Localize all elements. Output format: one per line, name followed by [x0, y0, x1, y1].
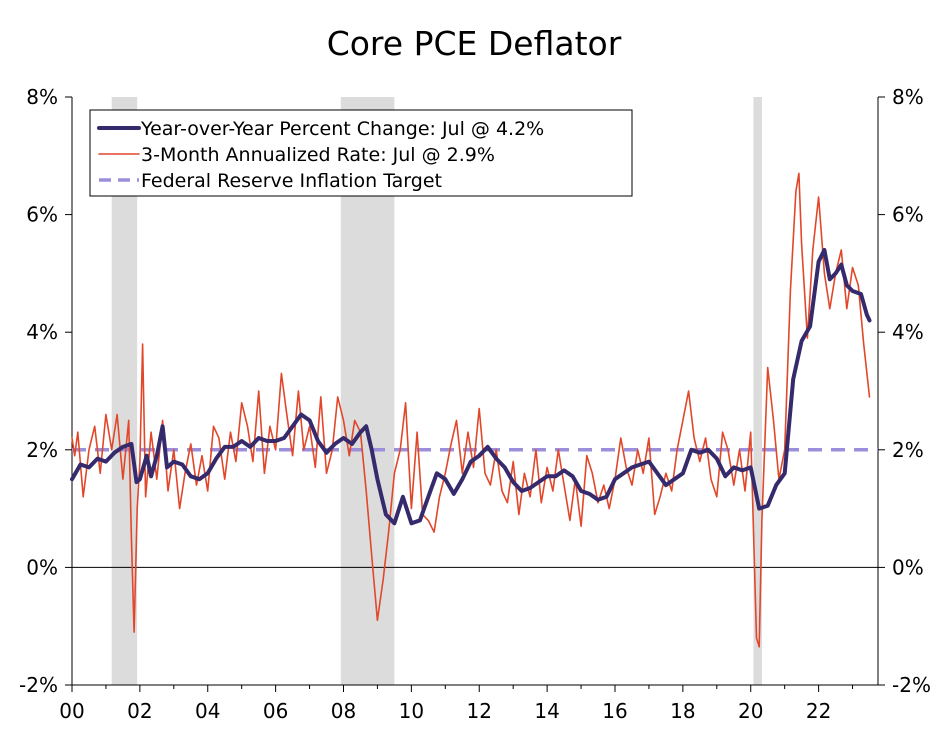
y-tick-label-right: 6% — [892, 203, 924, 227]
x-tick-label: 02 — [127, 699, 152, 723]
x-tick-label: 06 — [263, 699, 288, 723]
x-tick-label: 04 — [195, 699, 220, 723]
series-line-0 — [70, 247, 872, 526]
y-tick-label-left: -2% — [19, 673, 58, 697]
x-tick-label: 20 — [738, 699, 763, 723]
y-tick-label-left: 8% — [26, 85, 58, 109]
x-tick-label: 14 — [534, 699, 559, 723]
x-tick-label: 10 — [399, 699, 424, 723]
series-lines — [70, 172, 878, 648]
x-tick-label: 00 — [59, 699, 84, 723]
y-tick-label-left: 0% — [26, 555, 58, 579]
legend-label-0: Year-over-Year Percent Change: Jul @ 4.2… — [140, 118, 544, 140]
x-tick-label: 08 — [331, 699, 356, 723]
y-tick-label-right: 4% — [892, 320, 924, 344]
legend: Year-over-Year Percent Change: Jul @ 4.2… — [89, 109, 633, 197]
y-tick-label-right: -2% — [892, 673, 931, 697]
x-tick-label: 18 — [670, 699, 695, 723]
y-tick-label-left: 6% — [26, 203, 58, 227]
x-tick-label: 22 — [806, 699, 831, 723]
axes: -2% -2% 0% 0% 2% 2% 4% 4% 6% 6% 8% 8% 00 02 04 06 08 10 12… — [19, 85, 931, 723]
legend-box — [89, 109, 633, 197]
x-tick-label: 12 — [467, 699, 492, 723]
chart-title: Core PCE Deflator — [327, 24, 622, 63]
y-tick-label-right: 8% — [892, 85, 924, 109]
x-tick-label: 16 — [602, 699, 627, 723]
legend-label-1: 3-Month Annualized Rate: Jul @ 2.9% — [141, 144, 495, 166]
y-tick-label-left: 4% — [26, 320, 58, 344]
legend-label-2: Federal Reserve Inflation Target — [141, 170, 442, 192]
recession-band-2 — [753, 97, 762, 685]
y-tick-label-right: 2% — [892, 438, 924, 462]
y-tick-label-right: 0% — [892, 555, 924, 579]
y-tick-label-left: 2% — [26, 438, 58, 462]
